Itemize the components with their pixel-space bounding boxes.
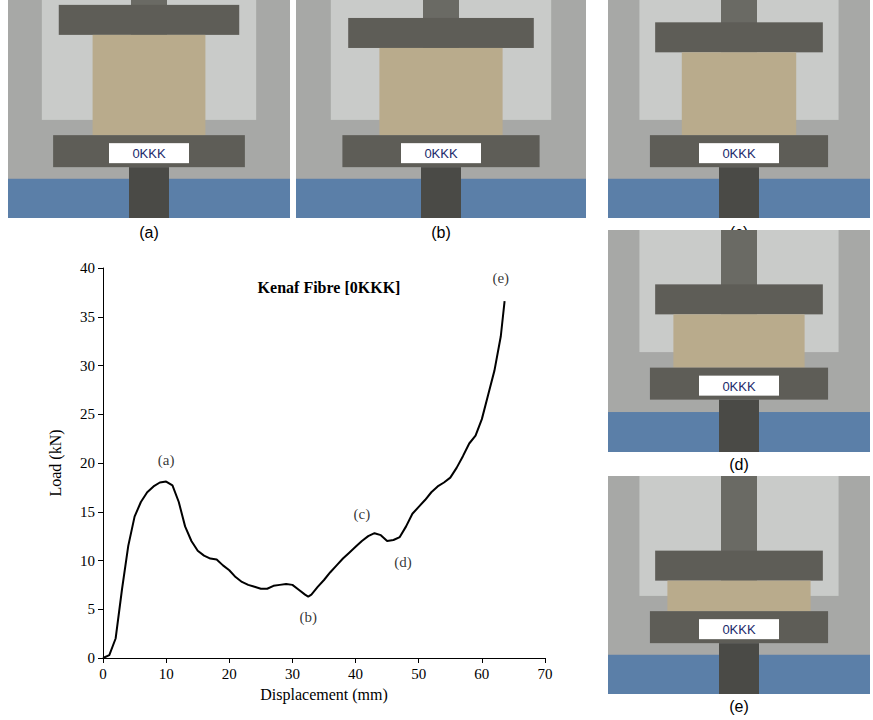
html-text:(e): (e) [729, 698, 749, 715]
html-text:(d): (d) [729, 456, 749, 473]
svg-text:0KKK: 0KKK [722, 146, 756, 161]
svg-text:0: 0 [99, 666, 107, 682]
svg-text:(c): (c) [354, 506, 371, 523]
svg-text:40: 40 [80, 260, 95, 276]
svg-text:40: 40 [348, 666, 363, 682]
svg-text:35: 35 [80, 309, 95, 325]
svg-text:70: 70 [538, 666, 553, 682]
svg-text:60: 60 [474, 666, 489, 682]
svg-text:10: 10 [159, 666, 174, 682]
svg-text:50: 50 [411, 666, 426, 682]
svg-text:0KKK: 0KKK [722, 622, 756, 637]
svg-text:(e): (e) [492, 270, 509, 287]
svg-text:15: 15 [80, 504, 95, 520]
svg-text:0: 0 [88, 650, 96, 666]
svg-text:20: 20 [80, 455, 95, 471]
svg-text:(a): (a) [158, 452, 175, 469]
svg-text:30: 30 [285, 666, 300, 682]
svg-text:30: 30 [80, 358, 95, 374]
svg-text:Load (kN): Load (kN) [47, 429, 65, 496]
svg-text:5: 5 [88, 601, 96, 617]
svg-text:(d): (d) [394, 554, 412, 571]
svg-text:0KKK: 0KKK [722, 379, 756, 394]
svg-text:0KKK: 0KKK [424, 146, 458, 161]
html-text:(b): (b) [431, 224, 451, 241]
svg-text:Kenaf Fibre [0KKK]: Kenaf Fibre [0KKK] [258, 279, 401, 296]
html-text:(a): (a) [139, 224, 159, 241]
svg-text:(b): (b) [299, 609, 317, 626]
svg-text:20: 20 [222, 666, 237, 682]
svg-text:25: 25 [80, 406, 95, 422]
html-text:(c): (c) [729, 224, 749, 241]
svg-text:10: 10 [80, 553, 95, 569]
svg-text:Displacement (mm): Displacement (mm) [260, 686, 388, 704]
svg-text:0KKK: 0KKK [132, 146, 166, 161]
